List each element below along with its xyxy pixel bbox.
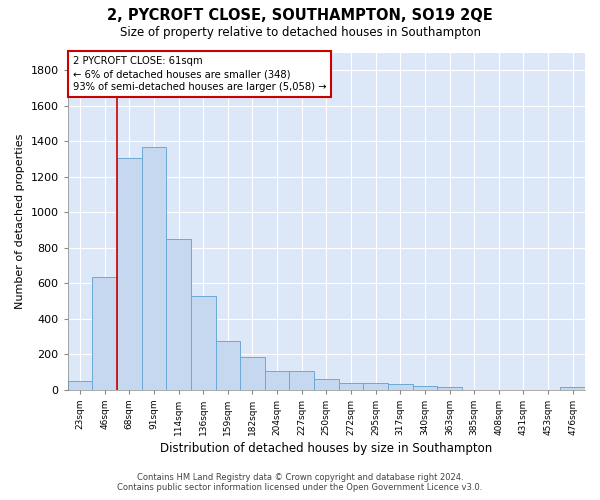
Bar [314, 378, 338, 390]
X-axis label: Distribution of detached houses by size in Southampton: Distribution of detached houses by size … [160, 442, 493, 455]
Bar [142, 146, 166, 390]
Y-axis label: Number of detached properties: Number of detached properties [15, 134, 25, 309]
Bar [437, 388, 462, 390]
Bar [92, 277, 117, 390]
Text: Contains HM Land Registry data © Crown copyright and database right 2024.
Contai: Contains HM Land Registry data © Crown c… [118, 473, 482, 492]
Bar [117, 158, 142, 390]
Bar [166, 239, 191, 390]
Text: 2, PYCROFT CLOSE, SOUTHAMPTON, SO19 2QE: 2, PYCROFT CLOSE, SOUTHAMPTON, SO19 2QE [107, 8, 493, 22]
Bar [240, 357, 265, 390]
Bar [289, 372, 314, 390]
Bar [265, 372, 289, 390]
Bar [364, 383, 388, 390]
Bar [191, 296, 215, 390]
Bar [388, 384, 413, 390]
Bar [215, 341, 240, 390]
Text: Size of property relative to detached houses in Southampton: Size of property relative to detached ho… [119, 26, 481, 39]
Bar [560, 388, 585, 390]
Bar [338, 382, 364, 390]
Bar [413, 386, 437, 390]
Text: 2 PYCROFT CLOSE: 61sqm
← 6% of detached houses are smaller (348)
93% of semi-det: 2 PYCROFT CLOSE: 61sqm ← 6% of detached … [73, 56, 326, 92]
Bar [68, 381, 92, 390]
